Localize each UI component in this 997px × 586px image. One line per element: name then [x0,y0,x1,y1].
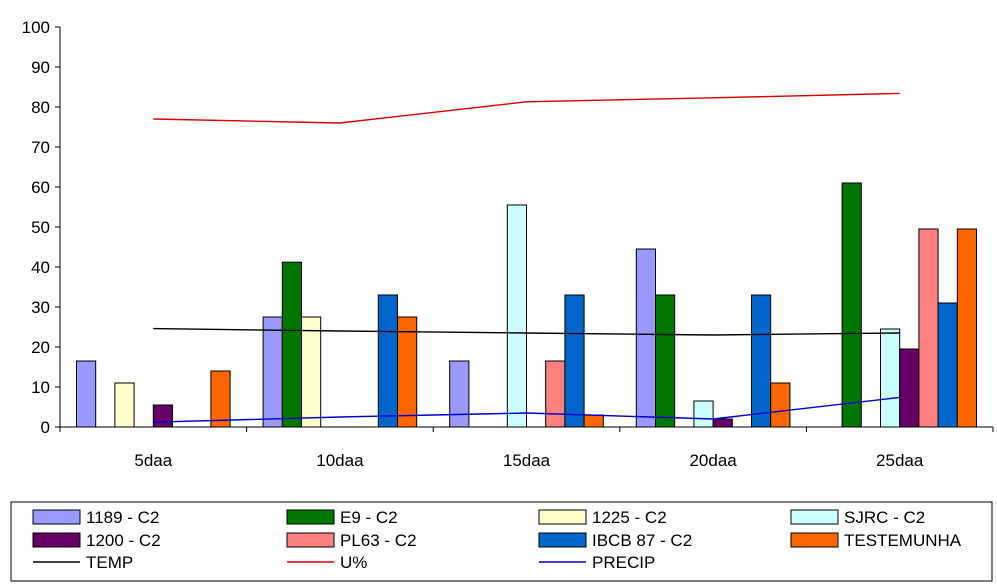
y-tick-label: 0 [41,418,50,437]
bar-1225-c2-10daa [301,316,322,428]
y-tick-label: 20 [31,338,50,357]
bar-1189-c2-5daa [76,360,97,428]
legend-label-precip: PRECIP [592,553,655,572]
legend-swatch-pl63-c2 [286,532,335,548]
bar-1225-c2-5daa [114,382,135,428]
legend-swatch-testemunha [790,532,839,548]
bar-1200-c2-20daa [712,418,733,428]
legend-label-1189-c2: 1189 - C2 [86,508,159,527]
plot-area [76,92,977,428]
y-tick-label: 50 [31,218,50,237]
y-tick-label: 10 [31,378,50,397]
bar-pl63-c2-25daa [918,228,939,428]
x-tick-label: 10daa [316,451,364,470]
x-tick-label: 25daa [876,451,924,470]
legend-label-sjrc-c2: SJRC - C2 [844,508,925,527]
y-tick-label: 30 [31,298,50,317]
x-tick-label: 15daa [503,451,551,470]
y-tick-label: 40 [31,258,50,277]
bar-e9-c2-25daa [841,182,862,428]
line-precip [153,396,900,423]
y-axis: 0 10 20 30 40 50 60 70 80 90 100 [22,18,61,437]
line-temp [153,327,900,336]
bar-ibcb-87-c2-25daa [937,302,958,428]
y-tick-label: 70 [31,138,50,157]
legend-swatch-sjrc-c2 [790,509,839,525]
legend-swatch-e9-c2 [286,509,335,525]
x-tick-label: 20daa [689,451,737,470]
y-tick-label: 80 [31,98,50,117]
bar-sjrc-c2-20daa [693,400,714,428]
y-tick-label: 100 [22,18,50,37]
bar-1189-c2-10daa [262,316,283,428]
bar-e9-c2-20daa [655,294,676,428]
bar-pl63-c2-15daa [545,360,566,428]
bar-1200-c2-25daa [899,348,920,428]
bar-e9-c2-10daa [281,261,302,428]
bar-sjrc-c2-25daa [880,328,901,428]
legend-label-pl63-c2: PL63 - C2 [340,531,417,550]
y-tick-label: 90 [31,58,50,77]
legend-label-testemunha: TESTEMUNHA [844,531,962,550]
line-u [153,92,900,124]
legend-label-1200-c2: 1200 - C2 [86,531,161,550]
legend: 1189 - C2 E9 - C2 1225 - C2 SJRC - C2 1200 -… [10,501,993,582]
x-axis: 5daa 10daa 15daa 20daa 25daa [59,426,994,470]
bar-testemunha-25daa [956,228,977,428]
bar-ibcb-87-c2-20daa [751,294,772,428]
bar-1189-c2-20daa [635,248,656,428]
legend-label-e9-c2: E9 - C2 [340,508,398,527]
legend-label-ibcb-87-c2: IBCB 87 - C2 [592,531,692,550]
legend-label-u: U% [340,553,367,572]
bar-1189-c2-15daa [449,360,470,428]
legend-swatch-1189-c2 [32,509,81,525]
bar-testemunha-10daa [397,316,418,428]
legend-swatch-1200-c2 [32,532,81,548]
legend-swatch-1225-c2 [538,509,587,525]
legend-swatch-ibcb-87-c2 [538,532,587,548]
legend-label-temp: TEMP [86,553,133,572]
x-tick-label: 5daa [134,451,172,470]
bar-ibcb-87-c2-10daa [377,294,398,428]
bar-testemunha-20daa [770,382,791,428]
bar-testemunha-15daa [583,414,604,428]
bar-testemunha-5daa [210,370,231,428]
bar-1200-c2-5daa [152,404,174,428]
y-tick-label: 60 [31,178,50,197]
bar-sjrc-c2-15daa [506,204,527,428]
legend-label-1225-c2: 1225 - C2 [592,508,667,527]
bar-ibcb-87-c2-15daa [564,294,585,428]
